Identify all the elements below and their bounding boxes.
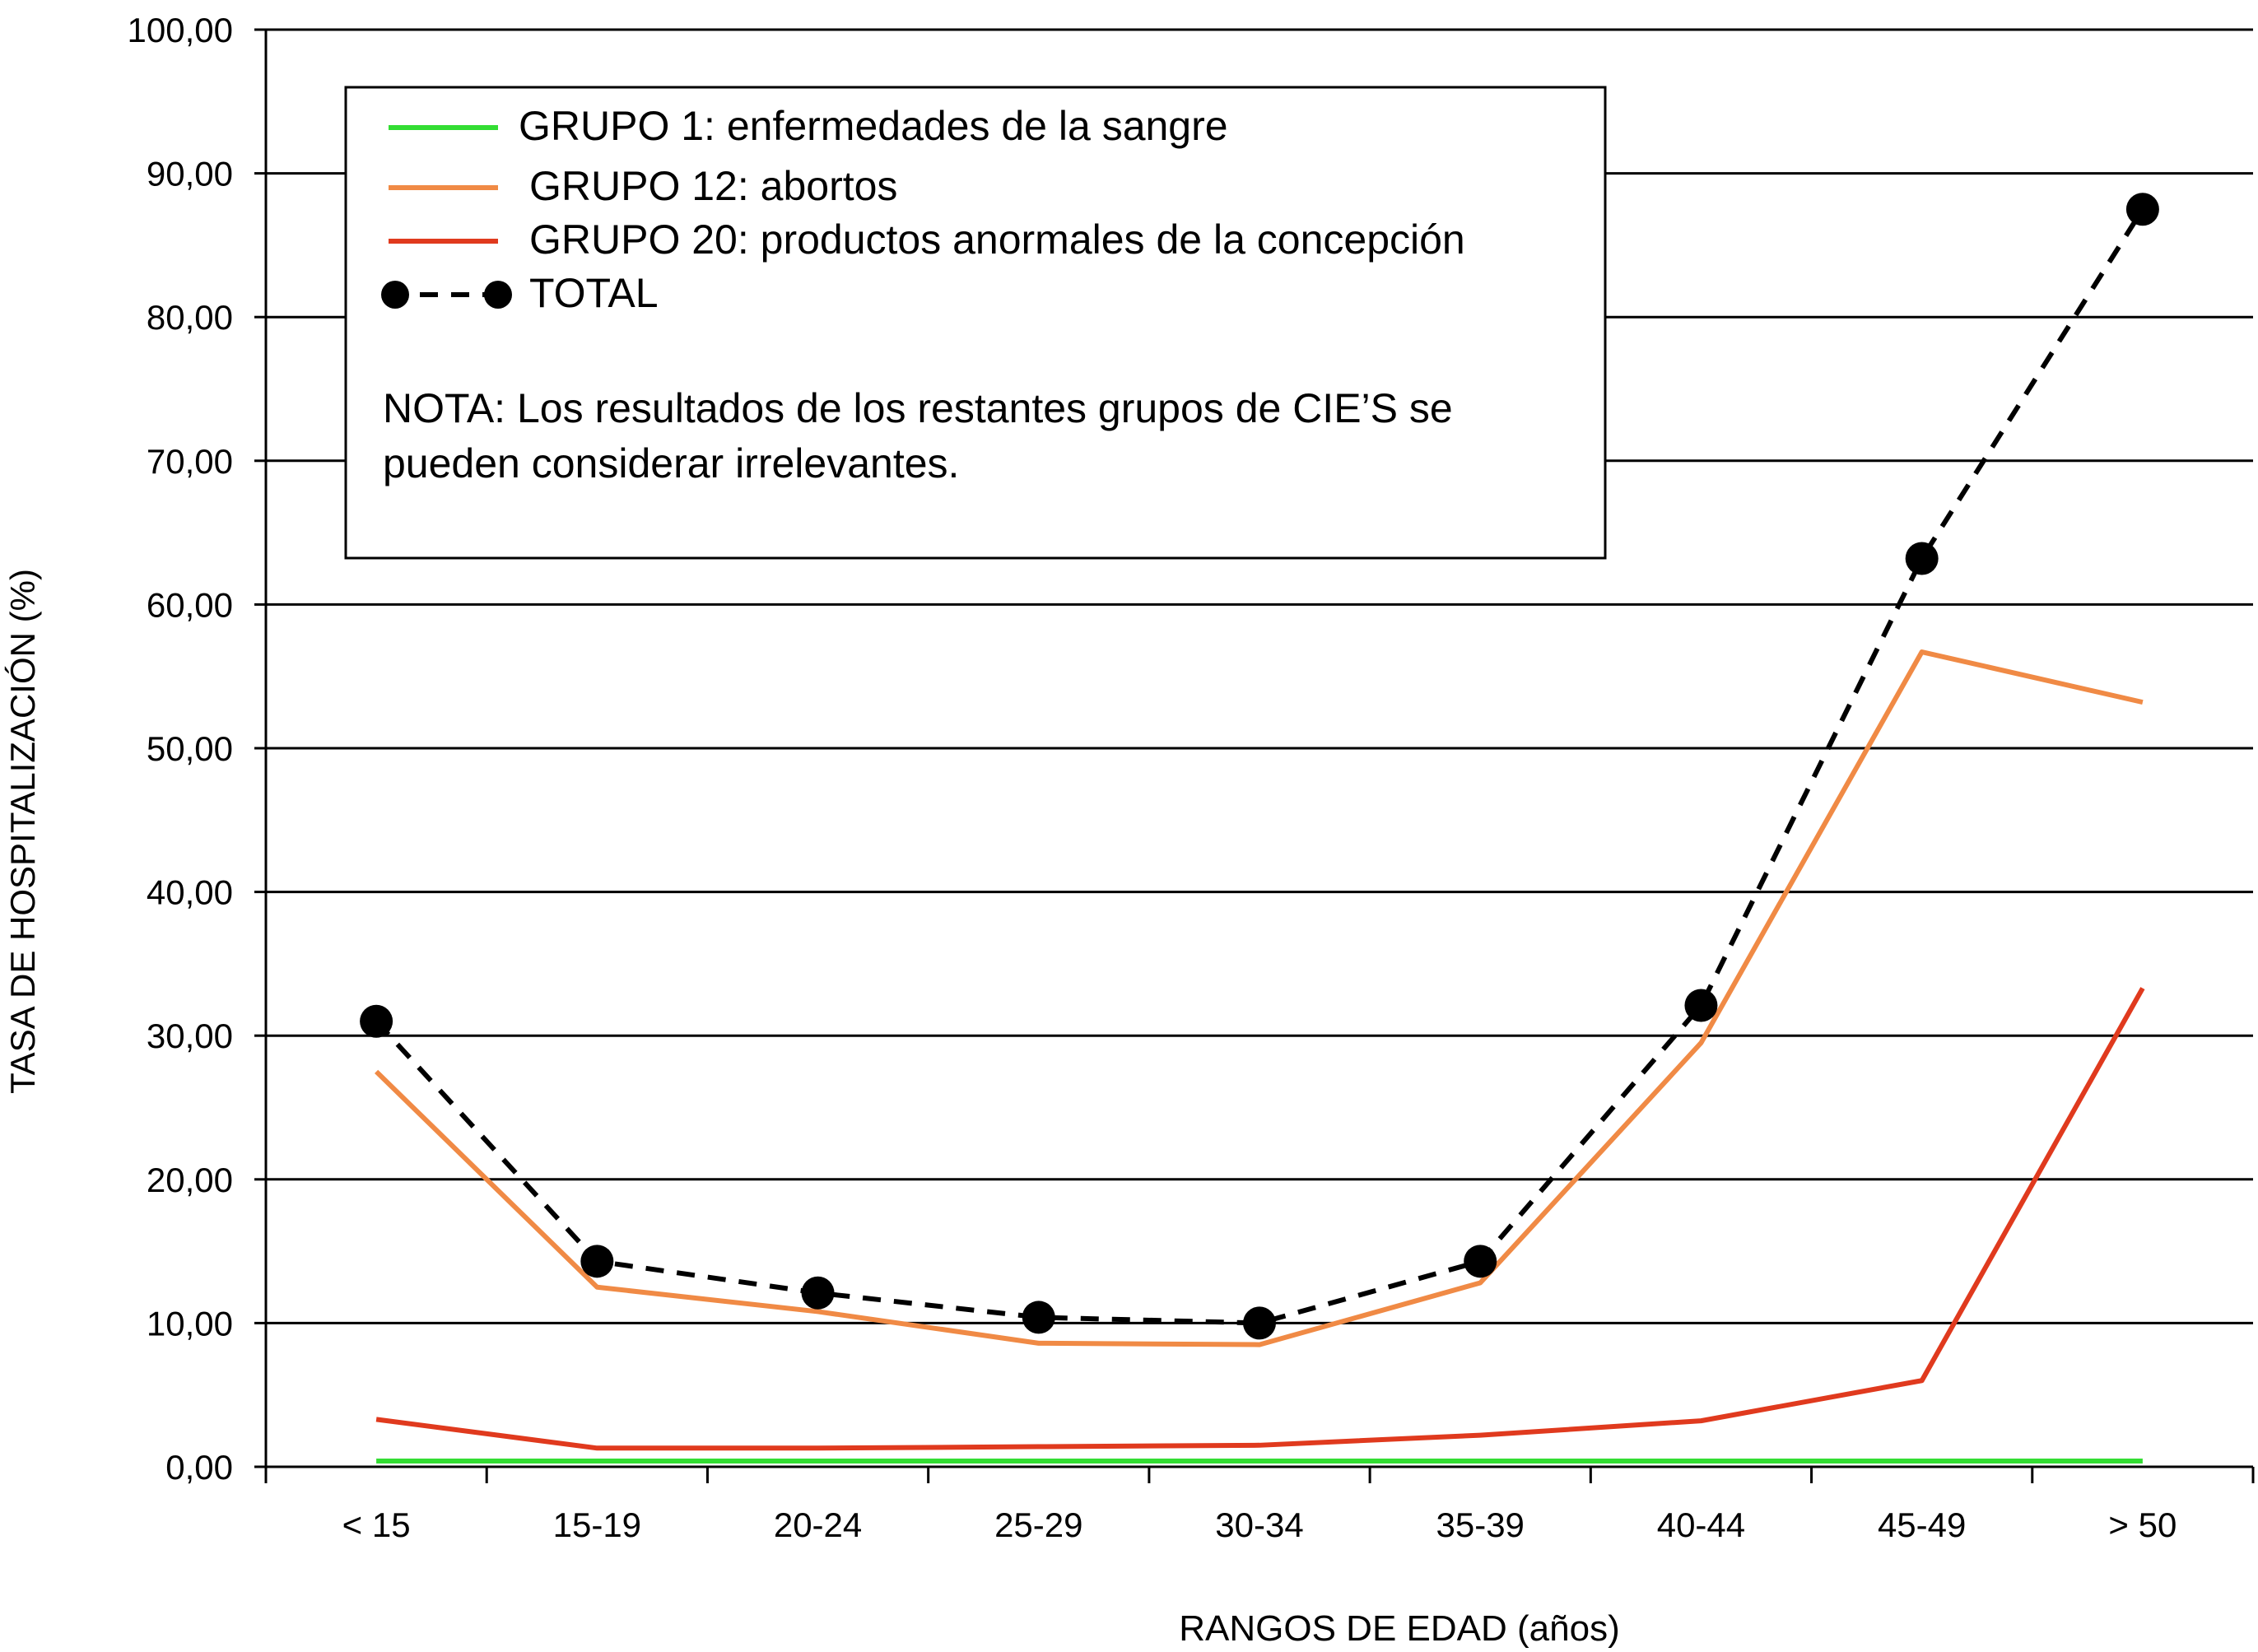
total-point	[1464, 1245, 1497, 1278]
x-tick-label: 35-39	[1436, 1505, 1525, 1544]
legend-label: GRUPO 20: productos anormales de la conc…	[529, 216, 1465, 263]
x-tick-label: > 50	[2108, 1505, 2177, 1544]
series-line-1	[375, 649, 2144, 1347]
y-tick-label: 40,00	[147, 873, 233, 912]
x-tick-label: 20-24	[774, 1505, 862, 1544]
y-tick-label: 60,00	[147, 585, 233, 624]
note-line: pueden considerar irrelevantes.	[383, 440, 959, 486]
y-tick-label: 50,00	[147, 729, 233, 768]
y-tick-label: 80,00	[147, 298, 233, 337]
note-text: NOTA: Los resultados de los restantes gr…	[383, 385, 1453, 486]
series-line-2	[375, 987, 2145, 1451]
total-point	[1905, 542, 1939, 575]
total-point	[1022, 1301, 1055, 1334]
total-point	[2125, 193, 2159, 226]
legend-box	[344, 86, 1607, 560]
x-axis-label: RANGOS DE EDAD (años)	[1179, 1608, 1619, 1649]
x-tick-label: 45-49	[1878, 1505, 1966, 1544]
y-tick-label: 0,00	[165, 1448, 233, 1487]
total-point	[801, 1276, 835, 1310]
x-tick-label: 30-34	[1215, 1505, 1303, 1544]
y-tick-label: 70,00	[147, 442, 233, 481]
series-layer	[360, 193, 2159, 1464]
y-tick-label: 20,00	[147, 1161, 233, 1199]
total-point	[1243, 1306, 1276, 1340]
x-tick-label: < 15	[342, 1505, 411, 1544]
legend: GRUPO 1: enfermedades de la sangre GRUPO …	[344, 86, 1607, 560]
legend-label: GRUPO 12: abortos	[529, 163, 897, 209]
series-line-3	[374, 207, 2145, 1326]
y-tick-label: 30,00	[147, 1017, 233, 1055]
note-line: NOTA: Los resultados de los restantes gr…	[383, 385, 1453, 431]
legend-label: TOTAL	[529, 270, 659, 316]
x-tick-label: 40-44	[1657, 1505, 1745, 1544]
x-tick-label: 25-29	[994, 1505, 1082, 1544]
y-axis-label: TASA DE HOSPITALIZACIÓN (%)	[3, 569, 42, 1094]
y-axis: 0,00 10,00 20,00 30,00 40,00 50,00 60,00 70,00 8…	[128, 11, 268, 1487]
legend-marker	[381, 281, 409, 309]
y-tick-label: 10,00	[147, 1304, 233, 1343]
x-axis: < 15 15-19 20-24 25-29 30-34 35-39 40-44 45-49 >…	[264, 1467, 2255, 1544]
legend-marker	[484, 281, 512, 309]
y-tick-label: 90,00	[147, 155, 233, 193]
legend-label: GRUPO 1: enfermedades de la sangre	[519, 103, 1228, 149]
total-point	[360, 1004, 393, 1038]
y-tick-label: 100,00	[128, 11, 233, 49]
x-tick-label: 15-19	[553, 1505, 641, 1544]
total-point	[1684, 989, 1718, 1022]
total-point	[580, 1245, 614, 1278]
